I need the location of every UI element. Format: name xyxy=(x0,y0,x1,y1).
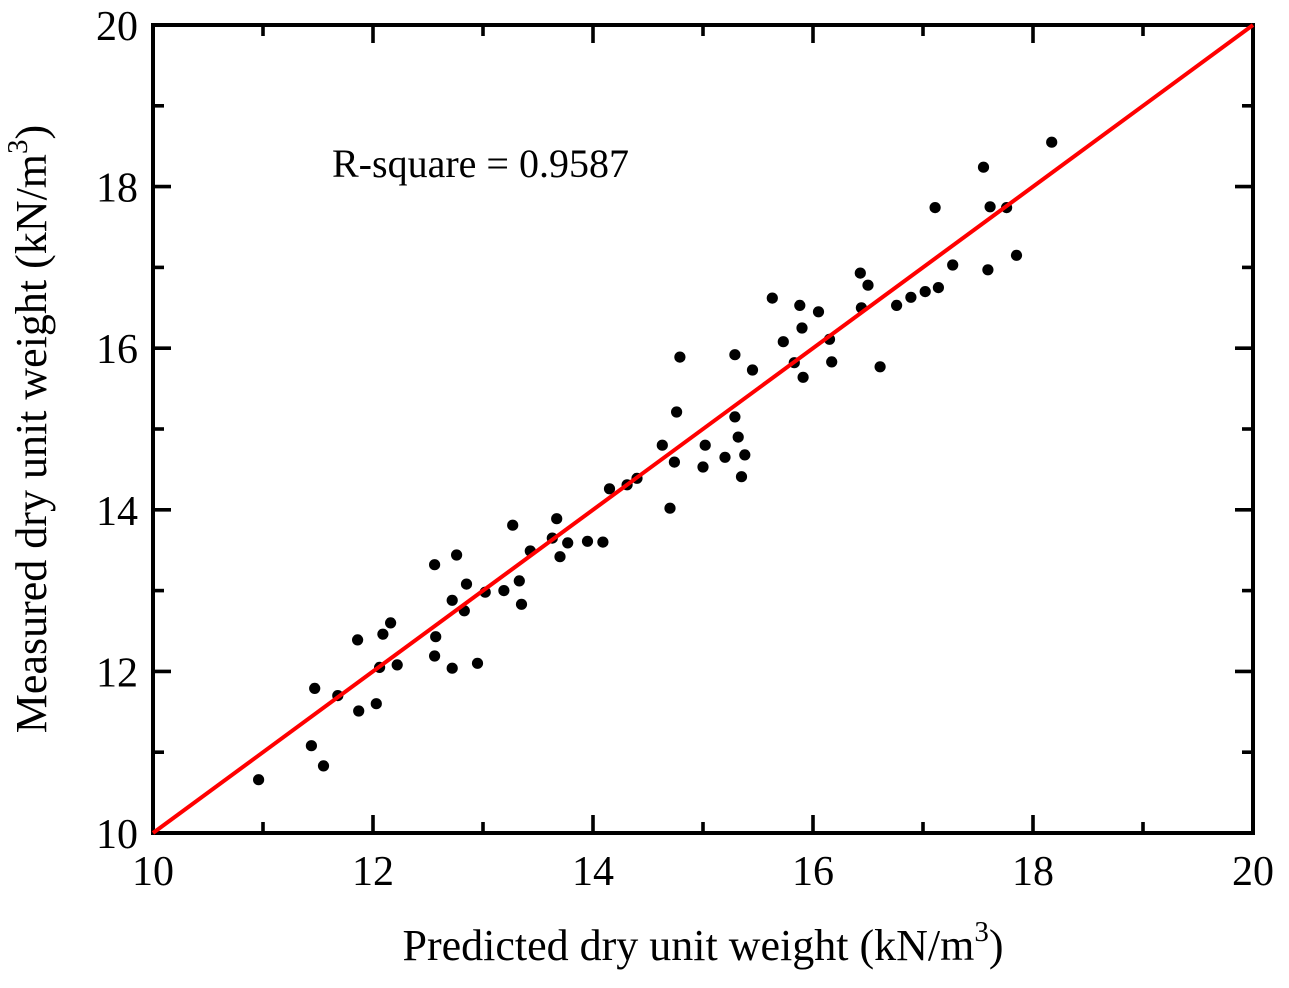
data-point xyxy=(513,575,525,587)
data-point xyxy=(812,306,825,318)
data-point xyxy=(317,760,330,772)
data-point xyxy=(794,299,806,311)
data-point xyxy=(597,536,609,548)
data-point xyxy=(515,598,528,610)
data-point xyxy=(699,439,711,451)
data-point xyxy=(1046,136,1058,148)
data-point xyxy=(471,657,484,669)
y-tick-label: 16 xyxy=(96,327,138,373)
x-tick-labels: 10 12 14 16 18 20 xyxy=(132,849,1274,895)
data-point xyxy=(739,449,751,461)
data-point xyxy=(854,267,866,279)
data-point xyxy=(697,461,709,473)
x-tick-label: 12 xyxy=(352,849,394,895)
data-point xyxy=(919,286,931,298)
data-point xyxy=(603,483,616,495)
data-point xyxy=(507,519,519,531)
data-point xyxy=(905,291,917,303)
data-point xyxy=(729,411,741,423)
x-tick-label: 10 xyxy=(132,849,174,895)
data-point xyxy=(253,774,265,786)
data-point xyxy=(862,279,874,291)
y-tick-label: 14 xyxy=(96,489,138,535)
data-point xyxy=(460,578,473,590)
data-point xyxy=(581,535,594,547)
data-point xyxy=(719,451,731,463)
data-point xyxy=(674,351,686,363)
data-point xyxy=(656,439,668,451)
data-point xyxy=(891,299,903,311)
data-point xyxy=(309,682,321,695)
x-tick-label: 16 xyxy=(792,849,834,895)
data-point xyxy=(352,634,364,646)
data-point xyxy=(429,650,441,662)
data-point xyxy=(797,371,809,383)
data-point xyxy=(874,361,886,373)
data-point xyxy=(947,259,959,271)
data-point xyxy=(370,698,382,710)
plot-frame xyxy=(151,23,1255,835)
data-point xyxy=(451,549,463,561)
data-point xyxy=(385,617,397,629)
data-point xyxy=(777,336,789,348)
y-tick-label: 10 xyxy=(96,812,138,858)
data-point xyxy=(977,161,990,173)
data-point xyxy=(664,502,676,514)
data-point xyxy=(766,292,778,304)
data-point xyxy=(446,662,458,674)
data-point xyxy=(929,202,941,214)
data-point xyxy=(1010,249,1023,261)
data-point xyxy=(430,631,442,643)
data-point xyxy=(446,594,458,606)
data-point xyxy=(391,659,403,671)
data-point xyxy=(554,551,566,563)
y-tick-label: 18 xyxy=(96,166,138,212)
data-point xyxy=(932,282,945,294)
data-point xyxy=(305,740,317,752)
data-point xyxy=(735,471,748,483)
identity-line xyxy=(151,23,1255,835)
y-tick-label: 20 xyxy=(96,4,138,50)
data-point xyxy=(668,456,681,468)
data-point xyxy=(429,559,441,571)
y-tick-labels: 10 12 14 16 18 20 xyxy=(96,4,138,858)
y-tick-label: 12 xyxy=(96,650,138,696)
data-point xyxy=(984,201,996,213)
data-point xyxy=(353,705,365,717)
y-axis-title: Measured dry unit weight (kN/m3) xyxy=(2,125,56,733)
data-point xyxy=(551,513,563,525)
data-point xyxy=(732,431,744,443)
data-point xyxy=(377,628,389,640)
data-point xyxy=(826,356,838,368)
data-point xyxy=(982,264,994,276)
data-point xyxy=(729,349,741,361)
data-point xyxy=(671,406,683,418)
x-tick-label: 20 xyxy=(1232,849,1274,895)
data-point xyxy=(498,585,510,597)
data-points-group xyxy=(253,136,1058,786)
x-tick-label: 18 xyxy=(1012,849,1054,895)
x-tick-label: 14 xyxy=(572,849,614,895)
r-square-annotation: R-square = 0.9587 xyxy=(332,141,629,186)
data-point xyxy=(562,537,574,549)
data-point xyxy=(746,364,759,376)
x-axis-title: Predicted dry unit weight (kN/m3) xyxy=(402,916,1003,970)
data-point xyxy=(796,322,808,334)
